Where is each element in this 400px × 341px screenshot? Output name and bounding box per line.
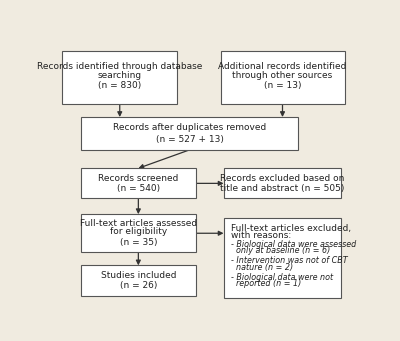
Text: - Biological data were not: - Biological data were not [231,272,334,282]
Text: Records identified through database: Records identified through database [37,62,202,71]
FancyBboxPatch shape [62,51,177,104]
Text: Records excluded based on: Records excluded based on [220,174,345,183]
FancyBboxPatch shape [81,117,298,150]
Text: through other sources: through other sources [232,71,333,79]
FancyBboxPatch shape [220,51,344,104]
Text: for eligibility: for eligibility [110,227,167,236]
Text: searching: searching [98,71,142,79]
Text: (n = 26): (n = 26) [120,281,157,290]
Text: reported (n = 1): reported (n = 1) [231,279,302,288]
Text: - Biological data were assessed: - Biological data were assessed [231,240,357,249]
Text: Records screened: Records screened [98,174,178,183]
Text: nature (n = 2): nature (n = 2) [231,263,294,272]
FancyBboxPatch shape [81,168,196,198]
Text: (n = 527 + 13): (n = 527 + 13) [156,135,224,144]
Text: - Intervention was not of CBT: - Intervention was not of CBT [231,256,348,265]
Text: title and abstract (n = 505): title and abstract (n = 505) [220,184,345,193]
FancyBboxPatch shape [224,218,342,298]
Text: (n = 35): (n = 35) [120,238,157,247]
FancyBboxPatch shape [81,214,196,252]
FancyBboxPatch shape [224,168,342,198]
Text: Records after duplicates removed: Records after duplicates removed [113,123,266,132]
Text: with reasons:: with reasons: [231,231,292,240]
Text: (n = 540): (n = 540) [117,184,160,193]
Text: Full-text articles excluded,: Full-text articles excluded, [231,224,352,233]
Text: only at baseline (n = 6): only at baseline (n = 6) [231,246,331,255]
Text: (n = 13): (n = 13) [264,81,301,90]
Text: Full-text articles assessed: Full-text articles assessed [80,219,197,228]
FancyBboxPatch shape [81,265,196,296]
Text: (n = 830): (n = 830) [98,81,141,90]
Text: Studies included: Studies included [101,271,176,280]
Text: Additional records identified: Additional records identified [218,62,347,71]
